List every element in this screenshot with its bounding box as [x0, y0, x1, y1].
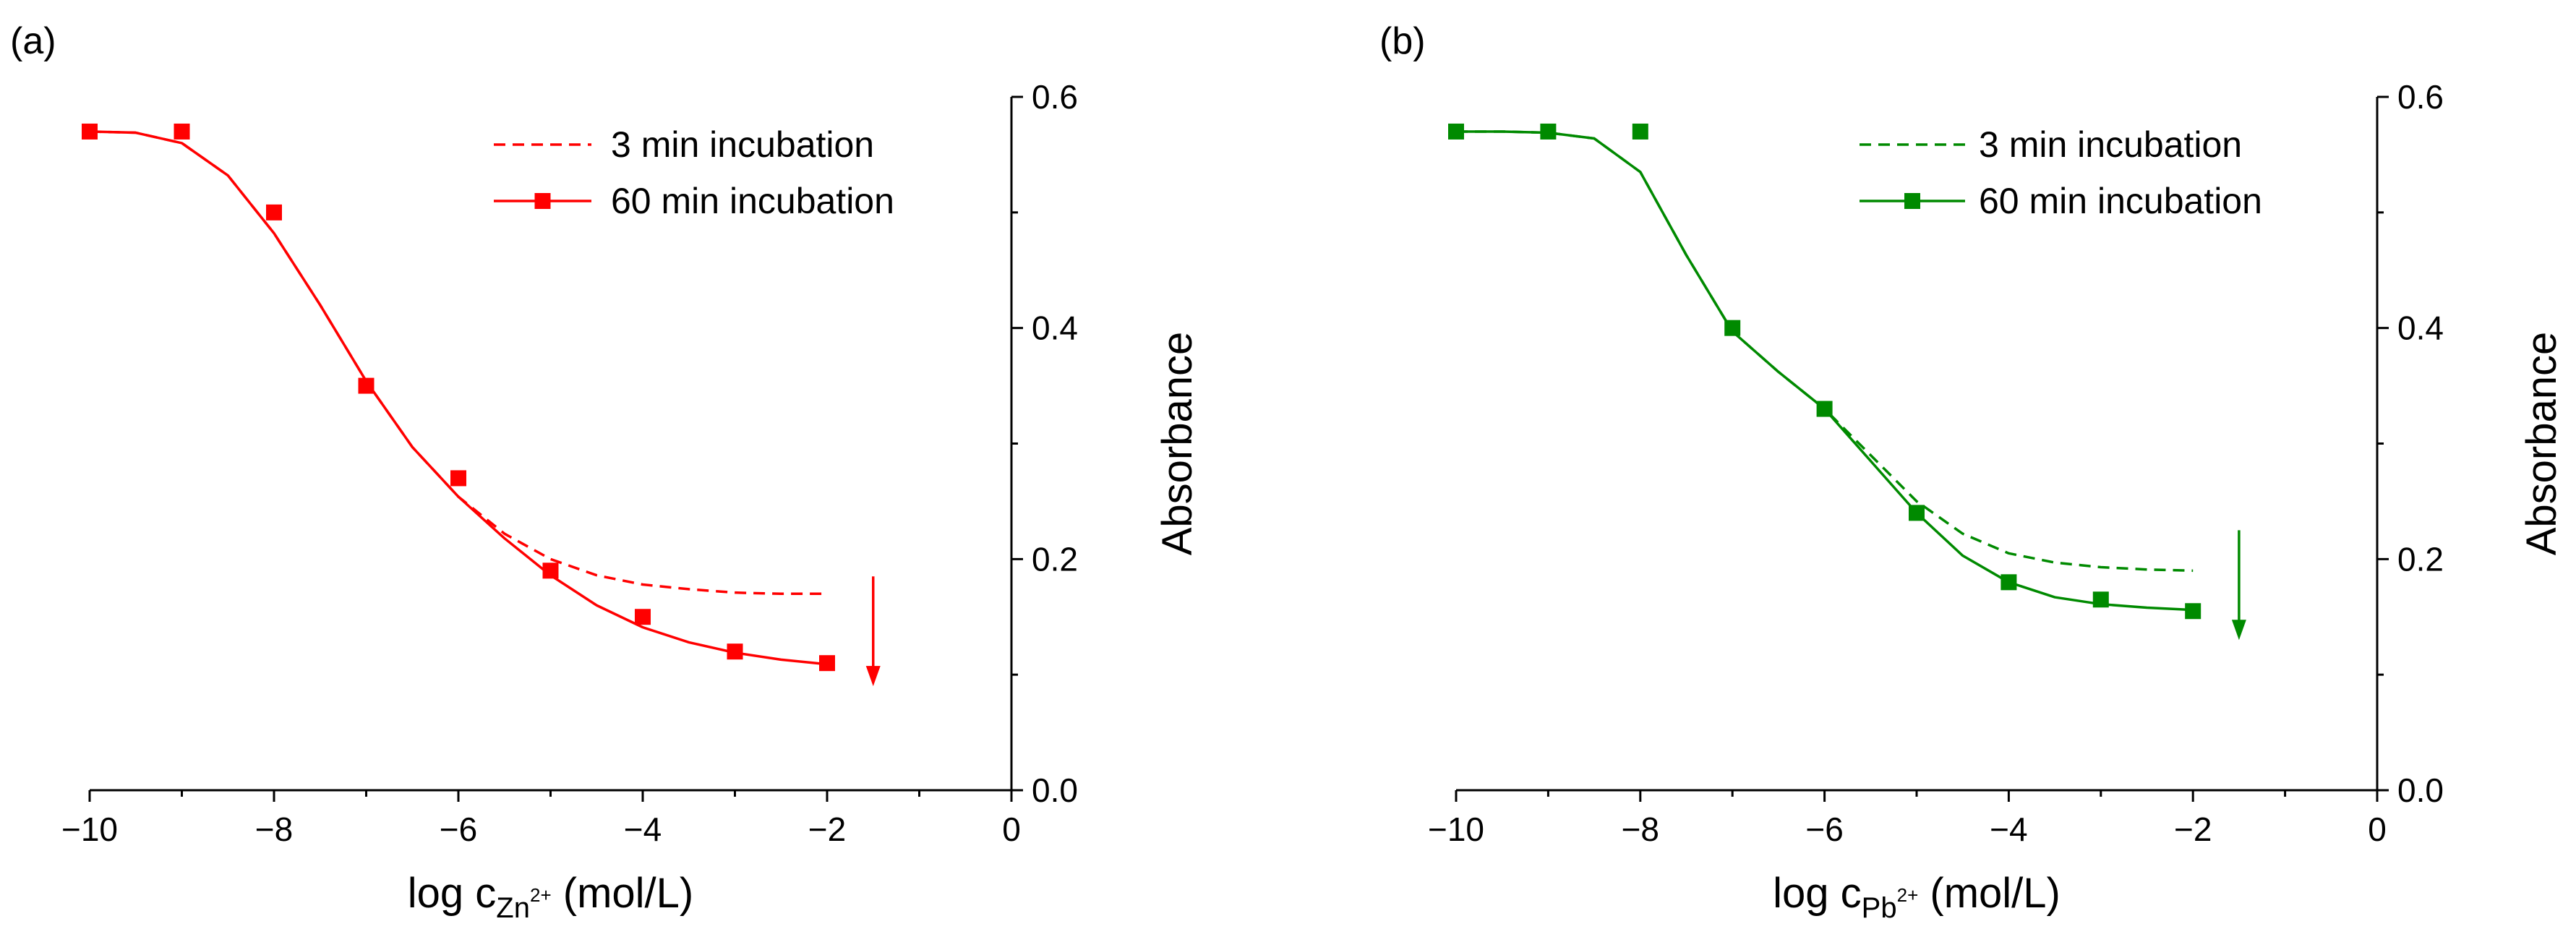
data-point-60min — [819, 655, 835, 672]
x-axis-label-superscript: 2+ — [530, 884, 552, 906]
legend-label: 60 min incubation — [611, 181, 894, 221]
y-tick-label: 0.6 — [1032, 78, 1078, 116]
y-axis-label: Absorbance — [2518, 332, 2565, 556]
data-point-60min — [542, 562, 559, 579]
x-tick-label: −4 — [624, 810, 662, 848]
data-point-60min — [266, 204, 282, 221]
data-point-60min — [1448, 123, 1464, 140]
x-tick-label: −6 — [1805, 810, 1843, 848]
data-point-60min — [174, 123, 190, 140]
data-point-60min — [82, 123, 98, 140]
panel-label: (b) — [1379, 20, 1426, 62]
legend-marker — [534, 193, 551, 209]
x-axis-label-prefix: log c — [1773, 870, 1862, 917]
x-tick-label: 0 — [2368, 810, 2387, 848]
panel-label: (a) — [10, 20, 56, 62]
x-tick-label: −6 — [440, 810, 477, 848]
x-axis-label: log cZn2+ (mol/L) — [408, 870, 693, 924]
x-tick-label: −8 — [255, 810, 293, 848]
series-60min-curve — [89, 130, 828, 666]
y-tick-label: 0.0 — [1032, 771, 1078, 809]
legend-label: 60 min incubation — [1979, 181, 2262, 221]
data-point-60min — [1816, 401, 1833, 417]
data-point-60min — [358, 377, 375, 394]
data-point-60min — [635, 609, 651, 625]
x-tick-label: −2 — [808, 810, 846, 848]
x-axis-label-subscript: Pb — [1862, 892, 1897, 924]
x-tick-label: −10 — [61, 810, 118, 848]
data-point-60min — [1632, 123, 1648, 140]
x-tick-label: −2 — [2174, 810, 2212, 848]
shift-arrow-head — [865, 666, 881, 687]
x-axis-label-prefix: log c — [408, 870, 497, 917]
data-point-60min — [727, 643, 743, 660]
x-axis-label-superscript: 2+ — [1897, 884, 1919, 906]
data-point-60min — [1724, 320, 1741, 336]
panel-b: (b) −10 −8 −6 −4 −2 0 0.0 0.2 0.4 0.6 log cPb2+ (mo… — [1379, 20, 2565, 924]
legend-label: 3 min incubation — [1979, 124, 2242, 165]
data-point-60min — [2185, 603, 2201, 620]
x-tick-label: −8 — [1622, 810, 1659, 848]
data-point-60min — [450, 470, 466, 487]
y-tick-label: 0.0 — [2397, 771, 2444, 809]
x-axis-label-suffix: (mol/L) — [1918, 870, 2061, 917]
shift-arrow-head — [2231, 620, 2246, 641]
y-tick-label: 0.4 — [1032, 309, 1078, 347]
x-axis-label-suffix: (mol/L) — [552, 870, 694, 917]
y-tick-label: 0.2 — [2397, 540, 2444, 578]
legend-label: 3 min incubation — [611, 124, 874, 165]
data-point-60min — [1909, 505, 1925, 521]
data-point-60min — [2092, 591, 2109, 608]
y-tick-label: 0.4 — [2397, 309, 2444, 347]
y-axis-label: Absorbance — [1154, 332, 1201, 556]
panel-a: (a) −10 −8 −6 −4 −2 0 0.0 0.2 0.4 0.6 log cZn2+ (mo… — [10, 20, 1201, 924]
x-tick-label: −4 — [1990, 810, 2027, 848]
legend-marker — [1904, 193, 1920, 209]
x-tick-label: −10 — [1428, 810, 1484, 848]
data-point-60min — [2001, 574, 2017, 591]
y-tick-label: 0.6 — [2397, 78, 2444, 116]
x-axis-label: log cPb2+ (mol/L) — [1773, 870, 2061, 924]
x-tick-label: 0 — [1002, 810, 1021, 848]
data-point-60min — [1540, 123, 1557, 140]
y-tick-label: 0.2 — [1032, 540, 1078, 578]
x-axis-label-subscript: Zn — [496, 892, 530, 924]
